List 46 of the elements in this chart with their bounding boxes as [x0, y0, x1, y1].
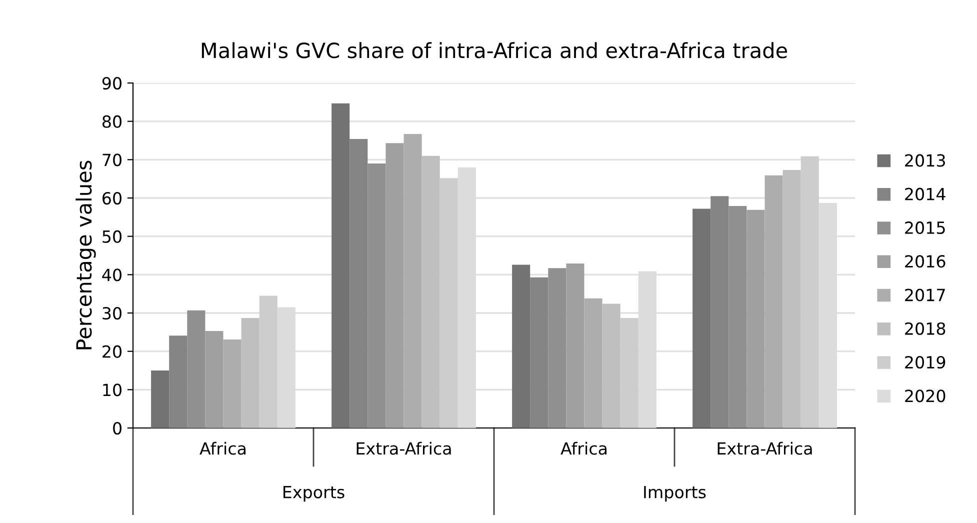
legend-label: 2015 — [905, 221, 945, 234]
y-axis-title: Percentage values — [76, 160, 96, 350]
legend-label: 2019 — [905, 356, 946, 369]
bar — [584, 298, 602, 428]
bar — [440, 178, 458, 428]
legend-label: 2016 — [905, 255, 946, 268]
bar — [512, 264, 530, 428]
legend-label: 2014 — [905, 188, 946, 200]
bar — [602, 304, 620, 428]
bar — [800, 156, 819, 428]
y-tick-label: 10 — [103, 384, 122, 396]
legend-label: 2018 — [905, 322, 946, 335]
bar — [223, 339, 242, 428]
chart-title: Malawi's GVC share of intra-Africa and extra-Africa trade — [202, 42, 788, 58]
bar — [259, 296, 278, 428]
bar — [692, 208, 711, 428]
bar — [332, 103, 350, 428]
legend-label: 2013 — [905, 154, 945, 167]
bar — [764, 175, 783, 428]
y-tick-label: 20 — [102, 345, 122, 358]
bar — [386, 143, 404, 428]
x-tick-label: Africa — [200, 442, 246, 455]
bar — [404, 134, 422, 428]
y-tick-label: 60 — [102, 192, 122, 205]
bar — [205, 331, 224, 428]
bar — [566, 264, 584, 428]
y-tick-label: 30 — [102, 306, 122, 320]
legend-label: 2017 — [905, 288, 945, 302]
bar — [151, 370, 170, 428]
y-tick-label: 90 — [102, 76, 122, 90]
y-tick-label: 80 — [102, 115, 122, 128]
x-tick-label: Africa — [560, 442, 606, 455]
bar — [620, 318, 638, 428]
legend-label: 2020 — [905, 390, 946, 402]
bar — [422, 156, 440, 428]
y-tick-label: 50 — [102, 230, 122, 243]
y-tick-label: 0 — [113, 422, 122, 435]
y-tick-label: 40 — [102, 268, 122, 282]
x-tick-label: Extra-Africa — [356, 442, 451, 455]
bar — [746, 210, 765, 428]
x-tick-label: Extra-Africa — [718, 442, 812, 455]
bar — [241, 318, 260, 428]
bar — [782, 170, 801, 428]
text: Exports — [284, 486, 344, 502]
y-tick-label: 70 — [102, 154, 122, 166]
text: Imports — [644, 486, 706, 502]
